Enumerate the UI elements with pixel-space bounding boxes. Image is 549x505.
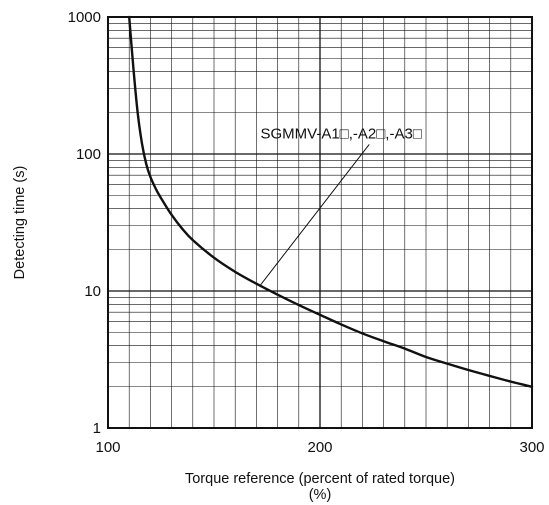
series-line-0 <box>127 15 534 388</box>
x-tick-labels: 100 200 300 <box>95 439 544 456</box>
y-tick-label: 100 <box>76 146 101 163</box>
x-tick-label: 300 <box>519 439 544 456</box>
y-tick-label: 1000 <box>68 9 101 26</box>
plot-frame <box>107 16 533 429</box>
y-tick-label: 10 <box>84 283 101 300</box>
y-tick-labels: 1 10 100 1000 <box>68 9 101 437</box>
x-tick-label: 100 <box>95 439 120 456</box>
annotation-leader-line <box>260 144 370 286</box>
grid-major <box>108 17 532 428</box>
y-tick-label: 1 <box>93 420 101 437</box>
x-axis-label: Torque reference (percent of rated torqu… <box>185 471 455 487</box>
series-label: SGMMV-A1□,-A2□,-A3□ <box>261 125 422 142</box>
series-group <box>127 15 534 388</box>
x-axis-unit: (%) <box>309 487 332 503</box>
y-axis-label: Detecting time (s) <box>12 166 28 280</box>
annotation-group: SGMMV-A1□,-A2□,-A3□ <box>260 125 422 286</box>
x-tick-label: 200 <box>307 439 332 456</box>
